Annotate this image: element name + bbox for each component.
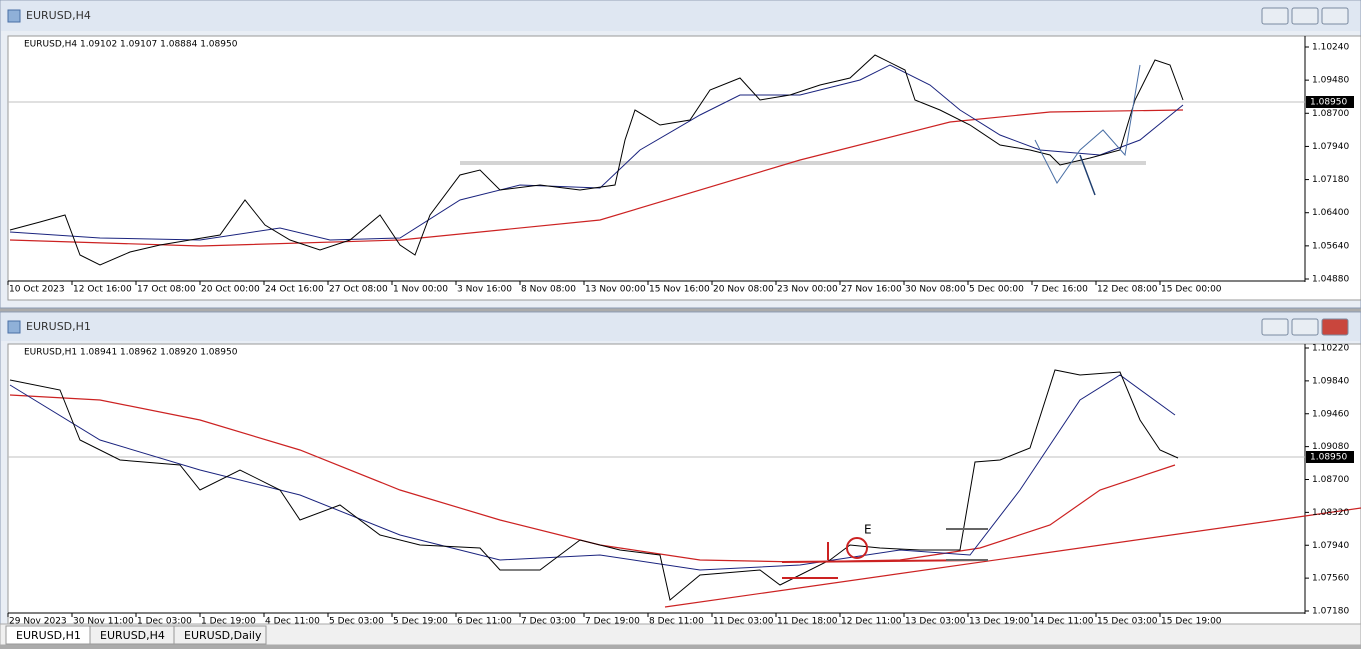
price-label: 1.05640 [1312, 241, 1349, 251]
time-label: 7 Dec 19:00 [585, 617, 640, 627]
close-button[interactable] [1321, 7, 1349, 25]
price-label: 1.07940 [1312, 541, 1349, 551]
time-label: 1 Dec 03:00 [137, 617, 192, 627]
tab-label: EURUSD,H4 [100, 629, 165, 642]
current-price-box [1306, 451, 1354, 463]
time-label: 12 Dec 11:00 [841, 617, 902, 627]
price-label: 1.06400 [1312, 208, 1349, 218]
time-label: 12 Oct 16:00 [73, 285, 132, 295]
time-label: 14 Dec 11:00 [1033, 617, 1094, 627]
arrow [1079, 154, 1096, 196]
price-label: 1.07560 [1312, 574, 1349, 584]
price-label: 1.09480 [1312, 76, 1349, 86]
window-icon [7, 9, 21, 23]
trendline [1304, 507, 1361, 517]
time-label: 20 Oct 00:00 [201, 285, 260, 295]
ma-slow [9, 394, 1176, 563]
price-label: 1.10220 [1312, 344, 1349, 354]
time-label: 23 Nov 00:00 [777, 285, 838, 295]
trendline [664, 515, 1306, 608]
price-label: 1.07180 [1312, 607, 1349, 617]
time-label: 15 Dec 00:00 [1161, 285, 1222, 295]
minimize-button[interactable] [1261, 318, 1289, 336]
time-label: 11 Dec 03:00 [713, 617, 774, 627]
time-label: 7 Dec 03:00 [521, 617, 576, 627]
time-label: 1 Nov 00:00 [393, 285, 448, 295]
time-label: 15 Dec 19:00 [1161, 617, 1222, 627]
title-bar [1, 313, 1360, 341]
time-label: 20 Nov 08:00 [713, 285, 774, 295]
price-label: 1.07940 [1312, 142, 1349, 152]
price-label: 1.04880 [1312, 275, 1349, 285]
window-title: EURUSD,H4 [26, 9, 91, 22]
price-line [9, 369, 1179, 601]
ma-slow [9, 109, 1184, 247]
time-label: 30 Nov 08:00 [905, 285, 966, 295]
ma-fast [9, 374, 1176, 571]
time-label: 17 Oct 08:00 [137, 285, 196, 295]
time-label: 4 Dec 11:00 [265, 617, 320, 627]
price-label: 1.07180 [1312, 175, 1349, 185]
current-price: 1.08950 [1310, 98, 1347, 108]
time-label: 12 Dec 08:00 [1097, 285, 1158, 295]
maximize-button[interactable] [1291, 318, 1319, 336]
chart-area [7, 35, 1361, 301]
time-label: 8 Dec 11:00 [649, 617, 704, 627]
time-label: 24 Oct 16:00 [265, 285, 324, 295]
pattern-drawing [1034, 64, 1141, 184]
time-label: 13 Dec 19:00 [969, 617, 1030, 627]
time-label: 1 Dec 19:00 [201, 617, 256, 627]
time-label: 15 Nov 16:00 [649, 285, 710, 295]
time-label: 29 Nov 2023 [9, 617, 67, 627]
time-label: 6 Dec 11:00 [457, 617, 512, 627]
price-label: 1.09840 [1312, 376, 1349, 386]
tab[interactable] [173, 625, 267, 645]
current-price-box [1306, 96, 1354, 108]
price-label: 1.09460 [1312, 409, 1349, 419]
ma-fast [9, 64, 1184, 241]
time-label: 5 Dec 19:00 [393, 617, 448, 627]
annotation: E [864, 523, 872, 537]
time-label: 7 Dec 16:00 [1033, 285, 1088, 295]
time-label: 15 Dec 03:00 [1097, 617, 1158, 627]
zone [460, 161, 1146, 165]
price-label: 1.10240 [1312, 43, 1349, 53]
price-label: 1.09080 [1312, 442, 1349, 452]
entry-marker [846, 537, 868, 559]
time-label: 13 Nov 00:00 [585, 285, 646, 295]
time-label: 27 Oct 08:00 [329, 285, 388, 295]
tab-label: EURUSD,Daily [184, 629, 262, 642]
chart-area [7, 343, 1361, 625]
price-label: 1.08700 [1312, 475, 1349, 485]
time-label: 27 Nov 16:00 [841, 285, 902, 295]
window-title: EURUSD,H1 [26, 320, 91, 333]
tab-label: EURUSD,H1 [16, 629, 81, 642]
title-bar [1, 1, 1360, 31]
time-label: 5 Dec 00:00 [969, 285, 1024, 295]
price-line [9, 54, 1184, 266]
time-label: 13 Dec 03:00 [905, 617, 966, 627]
close-button[interactable] [1321, 318, 1349, 336]
time-label: 5 Dec 03:00 [329, 617, 384, 627]
price-label: 1.08700 [1312, 109, 1349, 119]
price-label: 1.08320 [1312, 508, 1349, 518]
window-icon [7, 320, 21, 334]
time-label: 3 Nov 16:00 [457, 285, 512, 295]
symbol-info: EURUSD,H1 1.08941 1.08962 1.08920 1.0895… [24, 348, 238, 358]
maximize-button[interactable] [1291, 7, 1319, 25]
time-label: 30 Nov 11:00 [73, 617, 134, 627]
time-label: 10 Oct 2023 [9, 285, 65, 295]
time-label: 11 Dec 18:00 [777, 617, 838, 627]
symbol-info: EURUSD,H4 1.09102 1.09107 1.08884 1.0895… [24, 40, 238, 50]
time-label: 8 Nov 08:00 [521, 285, 576, 295]
minimize-button[interactable] [1261, 7, 1289, 25]
current-price: 1.08950 [1310, 453, 1347, 463]
